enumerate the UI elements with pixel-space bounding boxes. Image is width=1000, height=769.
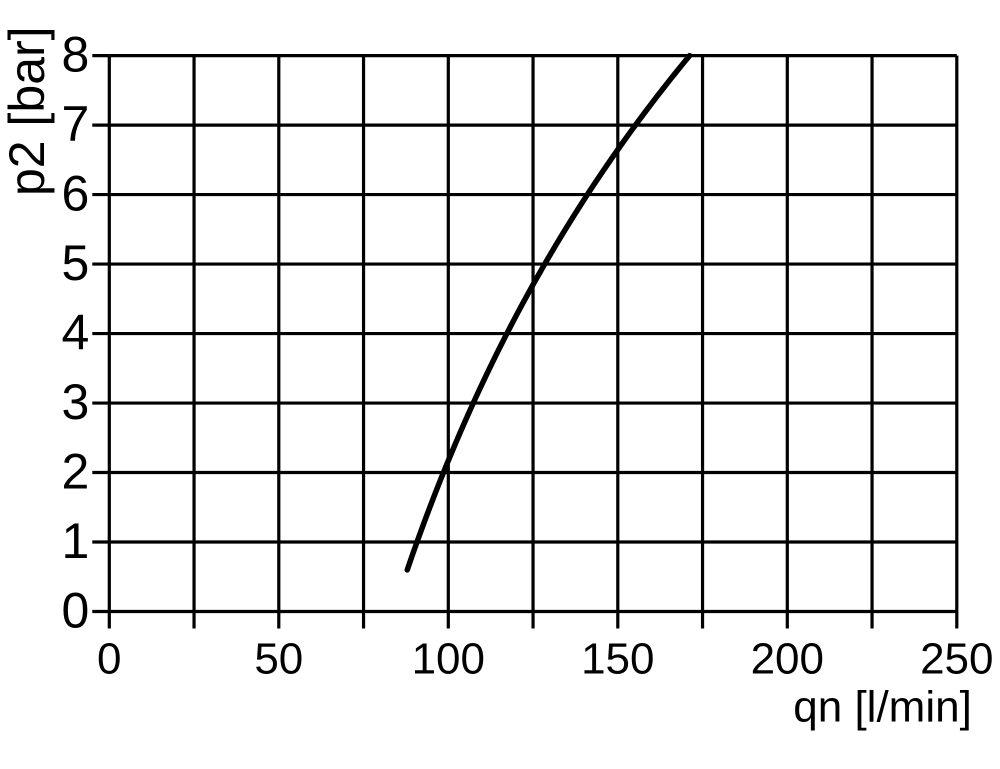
svg-text:p2 [bar]: p2 [bar] [0, 26, 55, 196]
svg-text:50: 50 [254, 635, 303, 684]
svg-text:6: 6 [61, 166, 89, 222]
svg-text:qn [l/min]: qn [l/min] [793, 683, 972, 732]
svg-text:250: 250 [920, 635, 993, 684]
svg-text:150: 150 [581, 635, 654, 684]
svg-text:100: 100 [412, 635, 485, 684]
svg-text:8: 8 [61, 27, 89, 83]
svg-text:2: 2 [61, 444, 89, 500]
svg-text:4: 4 [61, 305, 89, 361]
svg-text:7: 7 [61, 96, 89, 152]
svg-text:0: 0 [97, 635, 121, 684]
svg-text:0: 0 [61, 583, 89, 639]
svg-text:5: 5 [61, 235, 89, 291]
svg-text:1: 1 [61, 513, 89, 569]
svg-text:200: 200 [751, 635, 824, 684]
svg-text:3: 3 [61, 374, 89, 430]
